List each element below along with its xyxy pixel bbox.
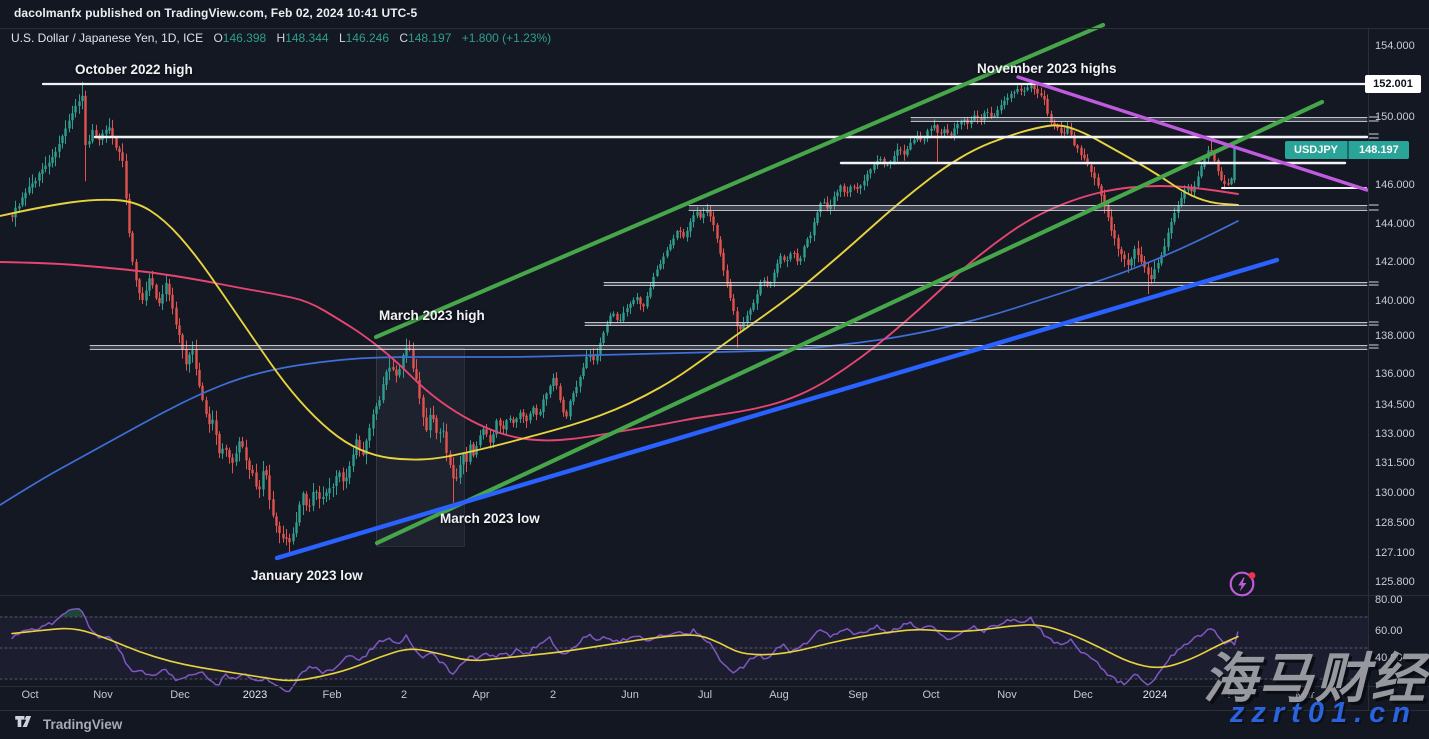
high-label: H — [276, 31, 286, 45]
time-axis-label: Nov — [997, 689, 1017, 701]
low-value: 146.246 — [345, 31, 390, 45]
time-axis-label: 2 — [549, 689, 557, 701]
watermark-url: zzrt01.cn — [1229, 697, 1417, 729]
high-value: 148.344 — [285, 31, 329, 45]
chart-annotation: March 2023 high — [379, 308, 485, 323]
time-axis-label: Jun — [621, 689, 639, 701]
low-label: L — [338, 31, 346, 45]
price-axis-label: 144.000 — [1375, 218, 1415, 230]
tradingview-attribution[interactable]: TradingView — [14, 714, 122, 734]
last-price-badge-symbol: USDJPY — [1285, 141, 1348, 159]
price-axis-label: 127.100 — [1375, 547, 1415, 559]
close-value: 148.197 — [408, 31, 452, 45]
time-axis-label: Aug — [769, 689, 789, 701]
watermark-text: 海马财经 — [1203, 649, 1427, 709]
open-label: O — [213, 31, 223, 45]
symbol-title[interactable]: U.S. Dollar / Japanese Yen, 1D, ICE — [11, 31, 204, 45]
price-axis-label: 131.500 — [1375, 457, 1415, 469]
price-axis-label: 136.000 — [1375, 368, 1415, 380]
price-axis-label: 80.00 — [1375, 594, 1403, 606]
price-axis-label: 146.000 — [1375, 179, 1415, 191]
price-level-badge: 152.001 — [1365, 75, 1421, 93]
price-level-badge-value: 152.001 — [1373, 78, 1413, 90]
time-axis-label: Nov — [93, 689, 113, 701]
market-status-icon[interactable] — [1228, 568, 1258, 598]
price-axis-label: 134.500 — [1375, 399, 1415, 411]
attribution-text: dacolmanfx published on TradingView.com,… — [14, 6, 418, 20]
price-axis-label: 60.00 — [1375, 625, 1403, 637]
price-axis-label: 125.800 — [1375, 576, 1415, 588]
close-label: C — [399, 31, 409, 45]
time-axis-label: Dec — [170, 689, 190, 701]
time-axis-label: Feb — [322, 689, 342, 701]
price-axis-label: 138.000 — [1375, 330, 1415, 342]
change-value: +1.800 (+1.23%) — [461, 31, 552, 45]
time-axis-label: Mar — [1295, 689, 1315, 701]
chart-annotation: March 2023 low — [440, 511, 540, 526]
price-axis-label: 40.00 — [1375, 652, 1403, 664]
price-axis-label: 142.000 — [1375, 256, 1415, 268]
tradingview-brand-label: TradingView — [43, 716, 123, 732]
price-axis-label: 128.500 — [1375, 517, 1415, 529]
attribution-bar: dacolmanfx published on TradingView.com,… — [14, 6, 417, 20]
price-axis-label: 133.000 — [1375, 428, 1415, 440]
open-value: 146.398 — [222, 31, 267, 45]
time-axis-label: 2023 — [242, 689, 268, 701]
symbol-header: U.S. Dollar / Japanese Yen, 1D, ICE O146… — [11, 31, 551, 45]
time-axis-label: Apr — [472, 689, 490, 701]
time-axis-label: Dec — [1073, 689, 1093, 701]
time-axis-label: Oct — [922, 689, 940, 701]
chart-annotation: November 2023 highs — [977, 61, 1117, 76]
time-axis-label: Feb — [1227, 689, 1247, 701]
price-axis-label: 130.000 — [1375, 487, 1415, 499]
time-axis-label: Jul — [697, 689, 713, 701]
price-axis-label: 154.000 — [1375, 40, 1415, 52]
tradingview-logo-icon — [14, 714, 36, 734]
last-price-badge-value: 148.197 — [1347, 141, 1409, 159]
time-axis-label: Sep — [848, 689, 868, 701]
price-axis-label: 150.000 — [1375, 111, 1415, 123]
chart-annotation: October 2022 high — [75, 62, 193, 77]
chart-annotation: January 2023 low — [251, 568, 363, 583]
time-axis-label: 2024 — [1142, 689, 1168, 701]
last-price-badge: USDJPY 148.197 — [1285, 141, 1409, 159]
price-axis-label: 140.000 — [1375, 295, 1415, 307]
time-axis-label: 2 — [400, 689, 408, 701]
time-axis-label: Oct — [21, 689, 39, 701]
